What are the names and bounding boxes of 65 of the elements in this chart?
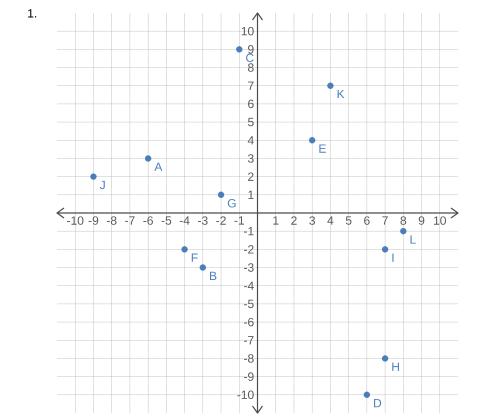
point (218, 192, 224, 198)
data-label: I (392, 254, 394, 262)
x-tick-label: 6 (364, 216, 370, 225)
data-label: K (338, 90, 344, 98)
x-tick-label: -5 (162, 216, 172, 225)
y-tick-label: 5 (248, 118, 254, 126)
x-tick-label: 3 (309, 216, 315, 225)
data-label: F (192, 254, 198, 262)
x-tick-label: 9 (418, 216, 424, 225)
y-tick-label: -7 (244, 336, 254, 344)
data-label: G (228, 199, 236, 208)
data-label: J (100, 180, 105, 190)
y-tick-label: 7 (248, 82, 254, 90)
point (382, 246, 388, 253)
data-label: L (410, 235, 416, 244)
y-tick-label: 4 (248, 136, 254, 144)
y-tick-label: -2 (244, 245, 254, 254)
x-tick-label: -3 (198, 216, 208, 225)
x-tick-label: -8 (106, 216, 116, 225)
data-label: D (374, 399, 382, 408)
data-label: B (210, 272, 216, 280)
point (90, 173, 97, 180)
x-tick-label: 1 (273, 216, 278, 225)
x-tick-label: 10 (434, 216, 446, 225)
y-tick-label: -8 (244, 354, 254, 363)
chart-title: 1. (28, 9, 36, 18)
data-label: A (154, 162, 162, 171)
y-tick-label: 3 (248, 154, 254, 163)
y-tick-label: 9 (248, 45, 254, 54)
x-tick-label: -9 (88, 216, 98, 225)
y-tick-label: -9 (244, 372, 254, 381)
y-tick-label: 1 (248, 190, 254, 199)
data-label: H (392, 362, 399, 371)
point (400, 228, 407, 234)
x-tick-label: -1 (234, 216, 244, 225)
point (200, 264, 206, 271)
y-tick-label: -6 (244, 318, 254, 326)
y-tick-label: 2 (248, 172, 254, 181)
point (382, 355, 388, 362)
x-tick-label: 8 (400, 216, 406, 225)
x-tick-label: 5 (346, 216, 352, 225)
point (364, 392, 370, 398)
data-label: E (319, 144, 326, 153)
y-tick-label: -3 (244, 263, 254, 272)
y-tick-label: -10 (237, 390, 254, 400)
x-tick-label: -7 (125, 216, 135, 225)
y-tick-label: 6 (248, 100, 254, 108)
point (327, 82, 334, 89)
point (308, 137, 316, 144)
point (236, 46, 242, 53)
x-tick-label: -6 (143, 216, 153, 225)
y-tick-label: -5 (244, 300, 254, 308)
x-tick-label: 4 (327, 216, 334, 225)
point (144, 155, 152, 162)
x-tick-label: -4 (180, 216, 190, 225)
data-label: C (246, 54, 254, 62)
y-tick-label: -1 (244, 227, 254, 236)
x-tick-label: -10 (67, 216, 84, 225)
x-tick-label: -2 (216, 216, 226, 225)
y-tick-label: 8 (248, 63, 254, 72)
y-tick-label: -4 (244, 282, 254, 290)
point (181, 246, 188, 253)
x-tick-label: 7 (382, 216, 388, 225)
y-tick-label: 10 (242, 26, 254, 36)
x-tick-label: 2 (291, 216, 297, 225)
